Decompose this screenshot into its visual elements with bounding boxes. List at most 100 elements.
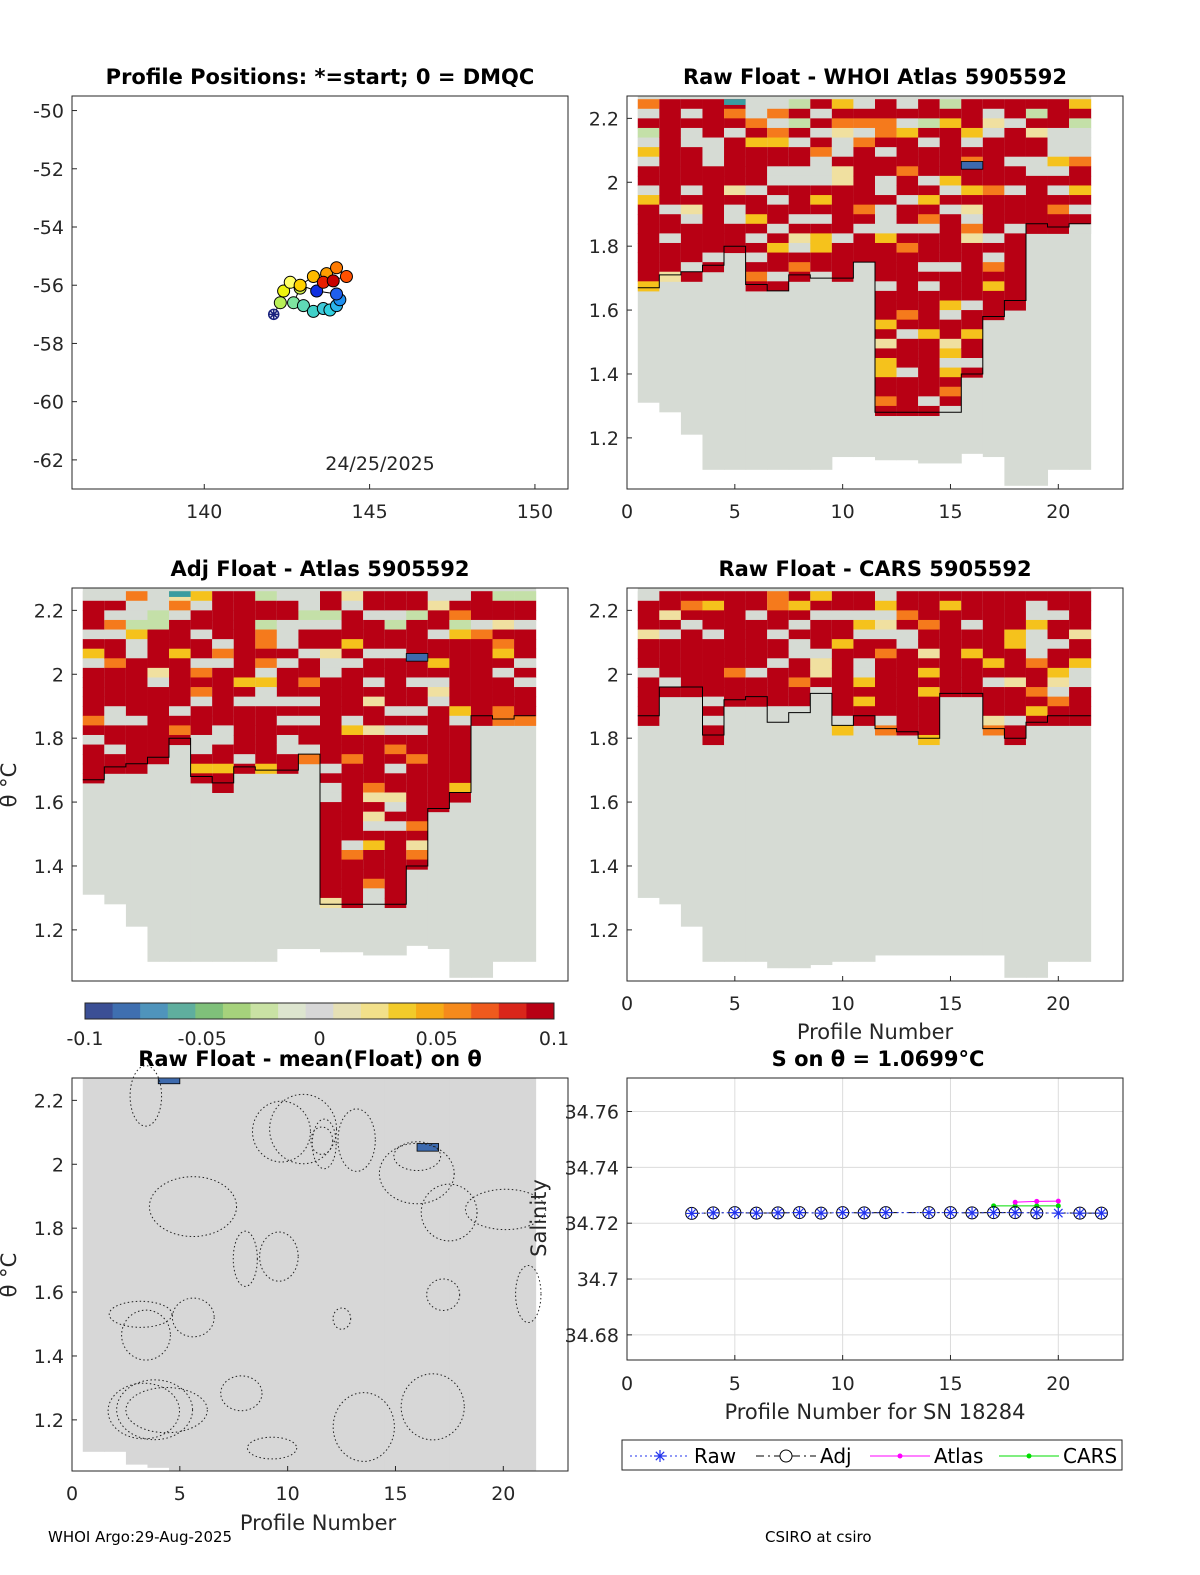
heatmap-contour [637,686,1091,739]
heatmap-cell [1004,262,1027,273]
salinity-plot: 0 5 10 15 20 34.68 34.7 34.72 34.74 34.76 [565,1077,1124,1395]
heatmap-cell [680,108,703,119]
heatmap-cell [147,734,170,746]
heatmap-cell [745,214,768,225]
heatmap-cell [659,687,682,698]
heatmap-cell [896,204,919,215]
heatmap-ytick-label: 1.6 [34,1282,64,1304]
heatmap-cell [961,127,984,139]
heatmap-cell [169,610,192,621]
heatmap-cell [341,648,364,659]
heatmap-cell [255,677,278,688]
heatmap-cell [1004,290,1027,301]
heatmap-cell [702,658,725,669]
heatmap-cell [384,811,407,822]
heatmap-cell [788,233,811,244]
heatmap-cell [637,271,660,282]
heatmap-cell [1069,667,1092,678]
heatmap-cell [961,639,984,650]
heatmap-cell [449,639,472,650]
heatmap-cell [961,118,984,129]
heatmap-cell [767,108,790,119]
heatmap-cell [875,377,898,388]
heatmap-column-bg [147,1078,170,1468]
heatmap-cell [449,648,472,659]
heatmap-contour [269,1093,338,1165]
start-asterisk [268,309,279,320]
position-point-20 [326,274,340,288]
heatmap-cell [341,725,364,736]
heatmap-cell [320,763,343,774]
heatmap-cell [82,591,105,602]
heatmap-cell [1047,658,1070,669]
heatmap-cell [341,658,364,669]
heatmap-cell [982,156,1005,167]
raw-point [922,1206,935,1219]
heatmap-contour [393,1141,442,1172]
heatmap-cell [276,715,299,726]
legend-marker-atlas [897,1453,903,1459]
heatmap-cell [939,147,962,158]
heatmap-cell [831,185,854,196]
heatmap-ytick-label: 1.6 [589,792,619,814]
heatmap-cell [659,242,682,254]
heatmap-cell [810,687,833,698]
heatmap-cell [982,204,1005,215]
heatmap-cell [680,262,703,273]
heatmap-cell [147,706,170,717]
heatmap-cell-negative [169,591,191,597]
heatmap-cell [637,262,660,273]
heatmap-cell [745,195,768,206]
heatmap-cell [1004,706,1027,717]
heatmap-cell [767,600,790,611]
heatmap-column-bg [255,1078,278,1471]
positions-marks [267,261,353,321]
heatmap-cell [680,639,703,650]
heatmap-cell [918,706,941,717]
heatmap-cell [724,648,747,659]
heatmap-cell [788,610,811,621]
heatmap-cell [384,754,407,765]
heatmap-cell [875,242,898,254]
heatmap-cell [659,619,682,631]
heatmap-cell [125,591,148,602]
heatmap-cell [147,591,170,602]
raw-mean-heatmap: 1.2 1.4 1.6 1.8 2 2.2 0 5 10 15 20 [34,1065,569,1505]
heatmap-cell [680,591,703,602]
salinity-ytick-label: 34.76 [565,1102,619,1124]
heatmap-contour [125,1387,208,1434]
heatmap-cell [982,639,1005,650]
heatmap-ytick-label: 1.4 [589,364,619,386]
heatmap-cell [320,696,343,707]
heatmap-cell [810,204,833,215]
heatmap-cell [810,610,833,621]
heatmap-xtick-label: 5 [729,501,741,523]
heatmap-cell [82,744,105,755]
heatmap-cell [875,195,898,206]
heatmap-cell [918,367,941,378]
heatmap-xtick-label: 20 [491,1483,515,1505]
heatmap-cell [298,658,321,669]
heatmap-cell [853,262,876,273]
heatmap-cell [82,600,105,611]
heatmap-cell [810,600,833,611]
heatmap-cell [470,629,494,640]
heatmap-cell [702,725,725,736]
heatmap-cell [255,658,278,669]
heatmap-cell [492,619,515,631]
heatmap-cell [1004,252,1027,263]
heatmap-cell [449,773,472,784]
heatmap-cell [939,658,962,669]
heatmap-cell [918,262,941,273]
heatmap-cell [363,821,386,832]
heatmap-cell [702,262,725,273]
heatmap-cell [1069,687,1092,698]
heatmap-cell [320,792,343,803]
heatmap-cell [125,648,148,659]
heatmap-ytick-label: 1.8 [34,1218,64,1240]
heatmap-cell [406,811,429,822]
heatmap-cell [1069,696,1092,707]
position-point-1 [273,296,287,310]
adj-atlas-panel: Adj Float - Atlas 5905592 1.2 1.4 1.6 1.8 2 2… [0,557,569,982]
heatmap-cell [939,367,962,378]
